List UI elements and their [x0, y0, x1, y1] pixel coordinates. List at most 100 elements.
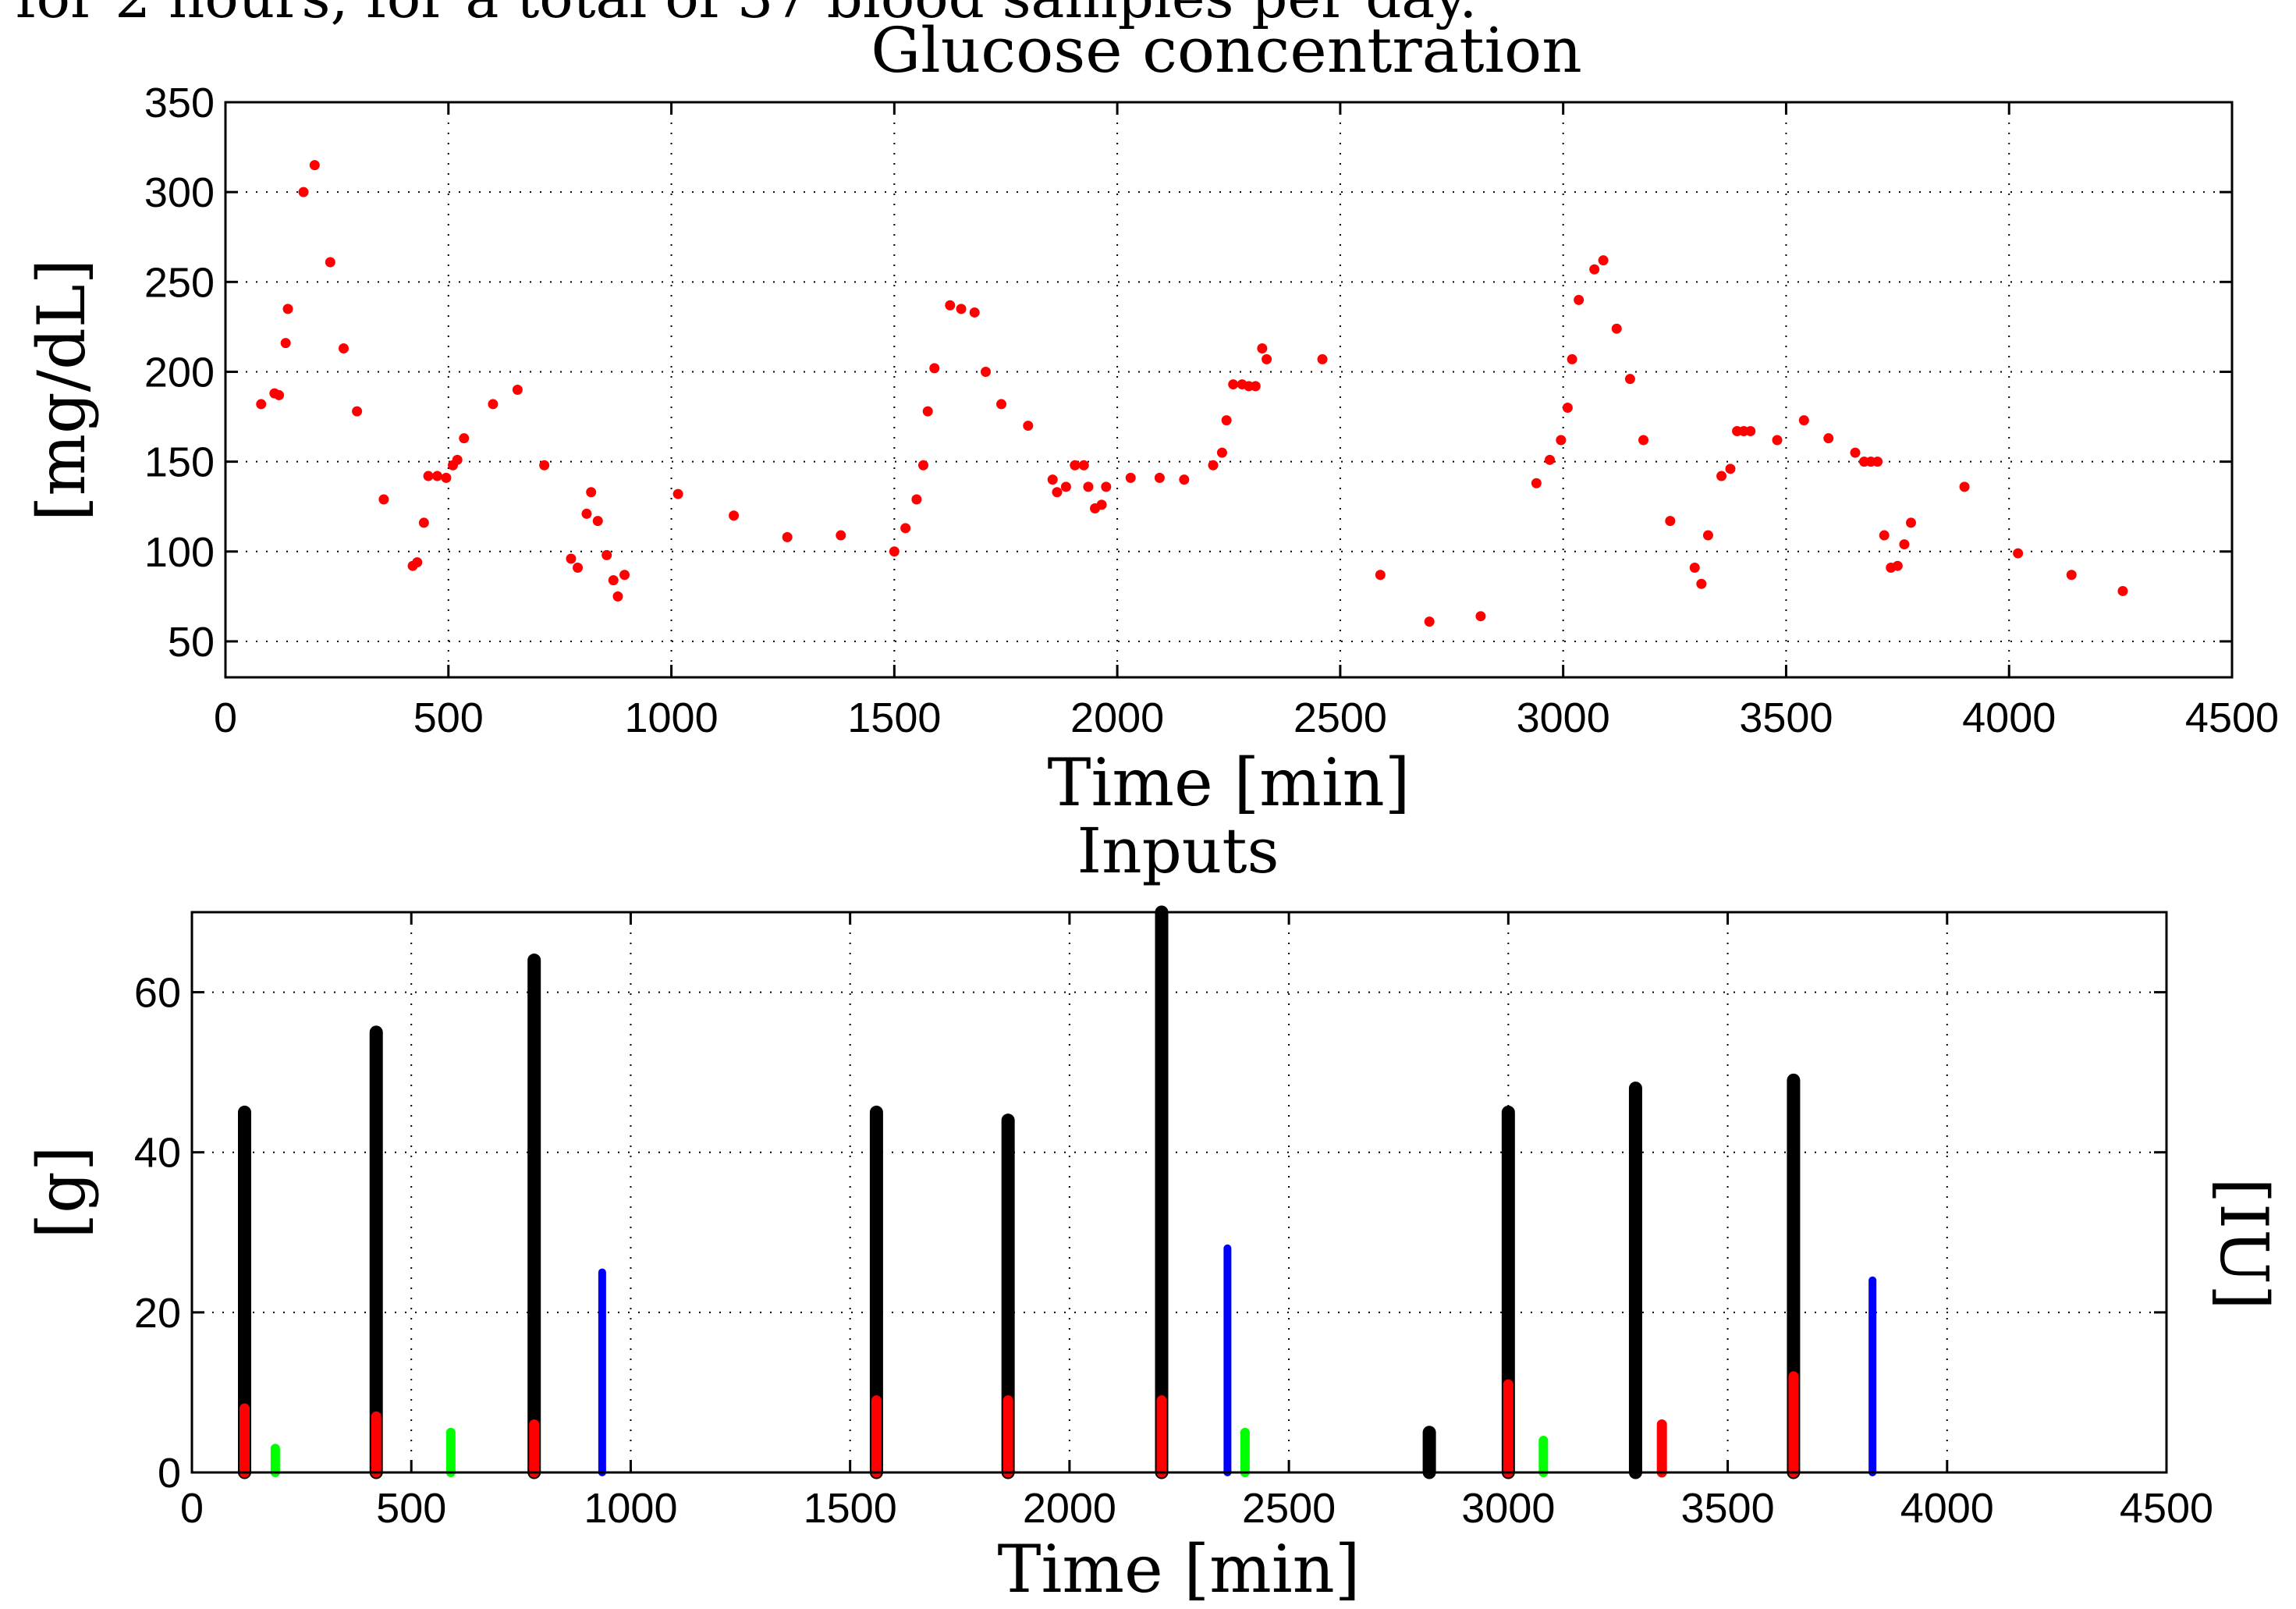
x-tick-label: 2000	[1070, 694, 1164, 741]
glucose-point	[1689, 563, 1700, 574]
glucose-point	[729, 510, 740, 521]
glucose-point	[431, 471, 442, 481]
glucose-point	[1716, 471, 1727, 481]
glucose-point	[945, 300, 956, 311]
glucose-point	[836, 530, 846, 541]
x-tick-label: 2000	[1023, 1485, 1116, 1532]
glucose-point	[592, 516, 603, 527]
glucose-point	[602, 549, 612, 560]
inputs-x-axis-label: Time [min]	[997, 1531, 1360, 1607]
glucose-point	[782, 531, 793, 542]
y-tick-label: 150	[144, 439, 215, 486]
glucose-point	[1798, 415, 1809, 426]
glucose-point	[309, 160, 320, 171]
glucose-point	[917, 460, 928, 471]
glucose-grid	[225, 102, 2232, 677]
glucose-point	[619, 570, 630, 581]
x-tick-label: 1000	[584, 1485, 677, 1532]
glucose-y-axis-label: [mg/dL]	[23, 259, 100, 522]
glucose-point	[280, 338, 291, 349]
glucose-point	[1096, 499, 1107, 510]
glucose-point	[1611, 323, 1622, 334]
x-tick-label: 4000	[1900, 1485, 1994, 1532]
x-tick-label: 0	[214, 694, 237, 741]
glucose-point	[612, 591, 623, 602]
glucose-point	[586, 487, 597, 498]
x-tick-label: 500	[413, 694, 484, 741]
glucose-point	[352, 406, 363, 417]
glucose-point	[1083, 481, 1094, 492]
glucose-points	[256, 160, 2128, 627]
inputs-title: Inputs	[1077, 815, 1279, 887]
glucose-point	[1696, 578, 1707, 589]
glucose-ticks	[224, 101, 2234, 677]
glucose-point	[929, 363, 940, 374]
y-tick-label: 250	[144, 259, 215, 306]
glucose-point	[256, 399, 267, 410]
y-tick-label: 350	[144, 80, 215, 126]
glucose-point	[1424, 616, 1435, 627]
x-tick-label: 500	[376, 1485, 446, 1532]
x-tick-label: 0	[180, 1485, 204, 1532]
inputs-panel: Inputs 0 500 1000 1500 2000 2500 3000 3500 4000 4…	[23, 815, 2282, 1607]
glucose-point	[1250, 381, 1261, 392]
glucose-point	[418, 517, 429, 528]
glucose-title: Glucose concentration	[871, 14, 1581, 87]
glucose-point	[1545, 454, 1556, 465]
glucose-point	[1879, 530, 1890, 541]
glucose-point	[1154, 472, 1165, 483]
x-tick-label: 1500	[804, 1485, 897, 1532]
glucose-point	[1892, 560, 1903, 571]
glucose-point	[512, 385, 523, 395]
glucose-point	[1023, 421, 1034, 432]
glucose-point	[1556, 435, 1567, 446]
glucose-point	[581, 508, 592, 519]
glucose-point	[1262, 353, 1272, 364]
x-tick-label: 4500	[2185, 694, 2279, 741]
x-tick-label: 1000	[624, 694, 718, 741]
inputs-y-axis-label: [g]	[23, 1145, 100, 1238]
glucose-panel: Glucose concentration 0 500 1000 1500 2000 25…	[23, 14, 2279, 821]
glucose-point	[1905, 517, 1916, 528]
glucose-point	[1562, 403, 1573, 414]
glucose-point	[956, 304, 967, 314]
glucose-x-axis-label: Time [min]	[1047, 744, 1410, 821]
glucose-point	[900, 523, 911, 534]
glucose-point	[338, 343, 349, 354]
y-tick-label: 100	[144, 529, 215, 576]
inputs-right-axis-label: [IU]	[2206, 1177, 2282, 1310]
y-tick-label: 50	[168, 619, 215, 666]
glucose-point	[1872, 456, 1883, 467]
glucose-point	[441, 472, 452, 483]
glucose-point	[911, 494, 922, 505]
glucose-point	[423, 471, 434, 481]
glucose-point	[488, 399, 499, 410]
glucose-point	[1317, 353, 1328, 364]
y-tick-label: 200	[144, 349, 215, 396]
x-tick-label: 2500	[1293, 694, 1387, 741]
glucose-point	[969, 307, 980, 318]
glucose-point	[274, 389, 285, 400]
glucose-point	[1638, 435, 1649, 446]
glucose-point	[672, 488, 683, 499]
glucose-point	[452, 454, 463, 465]
glucose-point	[1745, 425, 1756, 436]
glucose-point	[1598, 255, 1609, 266]
glucose-point	[325, 257, 335, 268]
glucose-point	[1574, 294, 1584, 305]
glucose-point	[2117, 585, 2128, 596]
y-tick-label: 0	[158, 1450, 181, 1497]
glucose-point	[1899, 539, 1910, 550]
glucose-point	[1823, 433, 1834, 444]
glucose-tick-labels: 0 500 1000 1500 2000 2500 3000 3500 4000 4500 50 10…	[144, 80, 2279, 741]
glucose-point	[1624, 374, 1635, 385]
glucose-point	[573, 563, 584, 574]
y-tick-label: 60	[134, 970, 181, 1017]
glucose-point	[1850, 447, 1861, 458]
glucose-point	[608, 575, 619, 586]
glucose-point	[1125, 472, 1136, 483]
glucose-point	[1475, 611, 1486, 622]
glucose-point	[2013, 548, 2024, 559]
x-tick-label: 2500	[1242, 1485, 1336, 1532]
